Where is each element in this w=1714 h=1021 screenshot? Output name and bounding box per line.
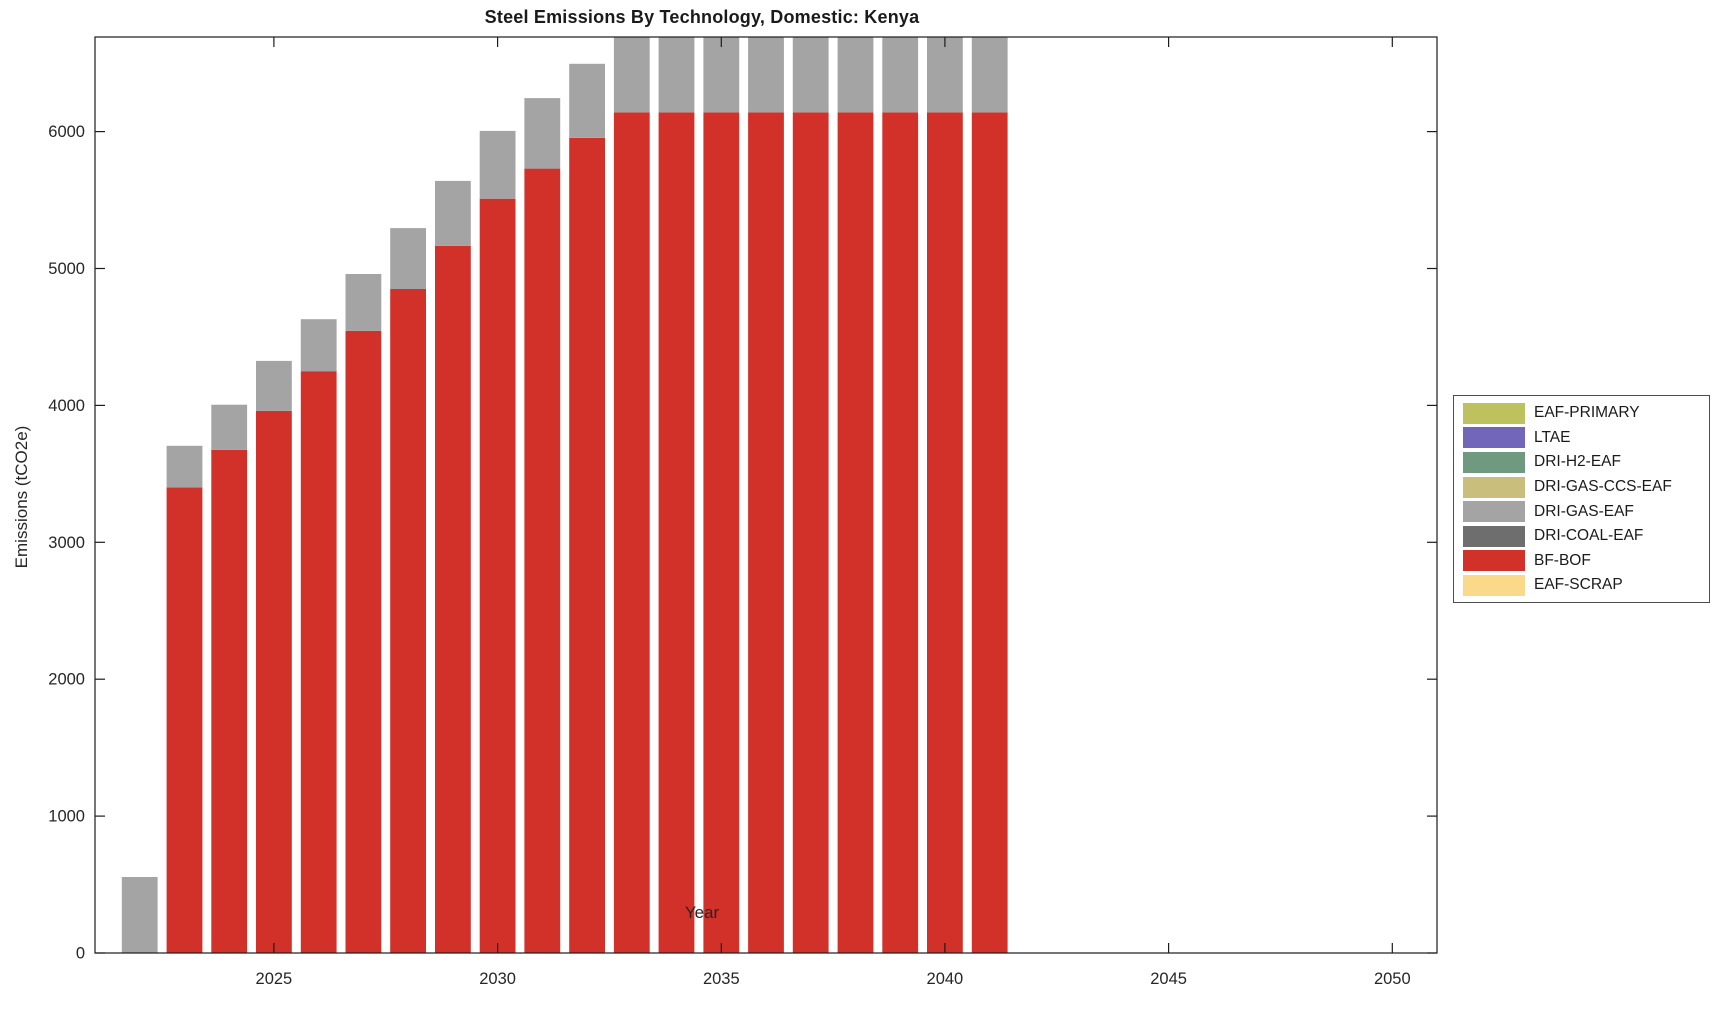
legend-item: LTAE bbox=[1454, 426, 1709, 451]
bar-2030-dri-gas-eaf bbox=[479, 130, 516, 199]
x-tick-label: 2045 bbox=[1150, 970, 1187, 988]
y-tick-label: 6000 bbox=[48, 123, 85, 141]
chart-title: Steel Emissions By Technology, Domestic:… bbox=[484, 7, 920, 27]
x-tick-label: 2040 bbox=[927, 970, 964, 988]
bar-2039-bf-bof bbox=[882, 112, 919, 953]
legend-swatch-bf-bof bbox=[1463, 550, 1525, 572]
bar-2033-bf-bof bbox=[613, 112, 650, 953]
legend-item: EAF-PRIMARY bbox=[1454, 401, 1709, 426]
bar-2029-bf-bof bbox=[435, 245, 471, 953]
bar-2023-dri-gas-eaf bbox=[166, 445, 203, 488]
bar-2028-dri-gas-eaf bbox=[390, 228, 426, 289]
y-tick-label: 0 bbox=[76, 945, 85, 963]
bar-2037-dri-gas-eaf bbox=[792, 37, 829, 113]
bar-2041-bf-bof bbox=[971, 112, 1008, 953]
legend-item-label: DRI-GAS-CCS-EAF bbox=[1534, 478, 1672, 496]
bar-2040-dri-gas-eaf bbox=[927, 37, 963, 113]
bar-2027-bf-bof bbox=[345, 330, 382, 953]
legend-item: BF-BOF bbox=[1454, 549, 1709, 574]
x-tick-label: 2050 bbox=[1374, 970, 1411, 988]
bar-2032-bf-bof bbox=[569, 137, 605, 954]
legend-swatch-dri-gas-ccs-eaf bbox=[1463, 476, 1525, 498]
bar-2038-dri-gas-eaf bbox=[837, 37, 874, 113]
legend-item-label: EAF-PRIMARY bbox=[1534, 404, 1640, 422]
y-tick-label: 3000 bbox=[48, 534, 85, 552]
bar-2039-dri-gas-eaf bbox=[882, 37, 919, 113]
legend-item: DRI-COAL-EAF bbox=[1454, 524, 1709, 549]
bar-2024-dri-gas-eaf bbox=[211, 404, 248, 450]
bar-2031-dri-gas-eaf bbox=[524, 98, 561, 169]
legend-item-label: DRI-COAL-EAF bbox=[1534, 527, 1644, 545]
x-axis-label: Year bbox=[684, 903, 720, 922]
legend-swatch-ltae bbox=[1463, 427, 1525, 449]
legend-swatch-eaf-primary bbox=[1463, 402, 1525, 424]
legend-item-label: DRI-H2-EAF bbox=[1534, 453, 1621, 471]
y-tick-label: 4000 bbox=[48, 397, 85, 415]
bar-2036-bf-bof bbox=[748, 112, 784, 953]
legend-item-label: EAF-SCRAP bbox=[1534, 576, 1623, 594]
plot-border bbox=[94, 36, 1438, 954]
legend-item-label: DRI-GAS-EAF bbox=[1534, 502, 1634, 520]
y-tick-label: 1000 bbox=[48, 808, 85, 826]
legend-item: DRI-GAS-CCS-EAF bbox=[1454, 475, 1709, 500]
bar-2024-bf-bof bbox=[211, 449, 248, 953]
bar-2033-dri-gas-eaf bbox=[613, 37, 650, 113]
bar-2029-dri-gas-eaf bbox=[435, 180, 471, 246]
legend-swatch-dri-coal-eaf bbox=[1463, 525, 1525, 547]
bar-2026-dri-gas-eaf bbox=[300, 319, 337, 372]
bar-2025-bf-bof bbox=[256, 410, 292, 953]
bar-2041-dri-gas-eaf bbox=[971, 37, 1008, 113]
bar-2031-bf-bof bbox=[524, 168, 561, 954]
bar-2030-bf-bof bbox=[479, 198, 516, 953]
legend-item: DRI-GAS-EAF bbox=[1454, 499, 1709, 524]
bar-2034-dri-gas-eaf bbox=[658, 37, 695, 113]
bar-2035-dri-gas-eaf bbox=[703, 37, 740, 113]
legend-item-label: BF-BOF bbox=[1534, 551, 1591, 569]
legend: EAF-PRIMARY LTAE DRI-H2-EAF DRI-GAS-CCS-EAF… bbox=[1453, 395, 1710, 603]
bar-2022-dri-gas-eaf bbox=[121, 877, 158, 953]
bar-2026-bf-bof bbox=[300, 371, 337, 953]
x-tick-label: 2025 bbox=[256, 970, 293, 988]
bar-2035-bf-bof bbox=[703, 112, 740, 953]
y-axis-label: Emissions (tCO2e) bbox=[12, 425, 31, 569]
legend-item: EAF-SCRAP bbox=[1454, 573, 1709, 598]
bar-2037-bf-bof bbox=[792, 112, 829, 953]
bar-2036-dri-gas-eaf bbox=[748, 37, 784, 113]
legend-swatch-dri-h2-eaf bbox=[1463, 451, 1525, 473]
bar-2027-dri-gas-eaf bbox=[345, 274, 382, 331]
x-tick-label: 2030 bbox=[479, 970, 516, 988]
y-tick-label: 5000 bbox=[48, 260, 85, 278]
legend-item-label: LTAE bbox=[1534, 428, 1571, 446]
legend-swatch-dri-gas-eaf bbox=[1463, 501, 1525, 523]
bar-2025-dri-gas-eaf bbox=[256, 360, 292, 411]
bar-2038-bf-bof bbox=[837, 112, 874, 953]
x-tick-label: 2035 bbox=[703, 970, 740, 988]
y-tick-label: 2000 bbox=[48, 671, 85, 689]
bar-2034-bf-bof bbox=[658, 112, 695, 953]
bar-2032-dri-gas-eaf bbox=[569, 63, 605, 138]
bar-2023-bf-bof bbox=[166, 487, 203, 953]
bar-2040-bf-bof bbox=[927, 112, 963, 953]
bar-2028-bf-bof bbox=[390, 289, 426, 953]
legend-swatch-eaf-scrap bbox=[1463, 574, 1525, 596]
legend-item: DRI-H2-EAF bbox=[1454, 450, 1709, 475]
